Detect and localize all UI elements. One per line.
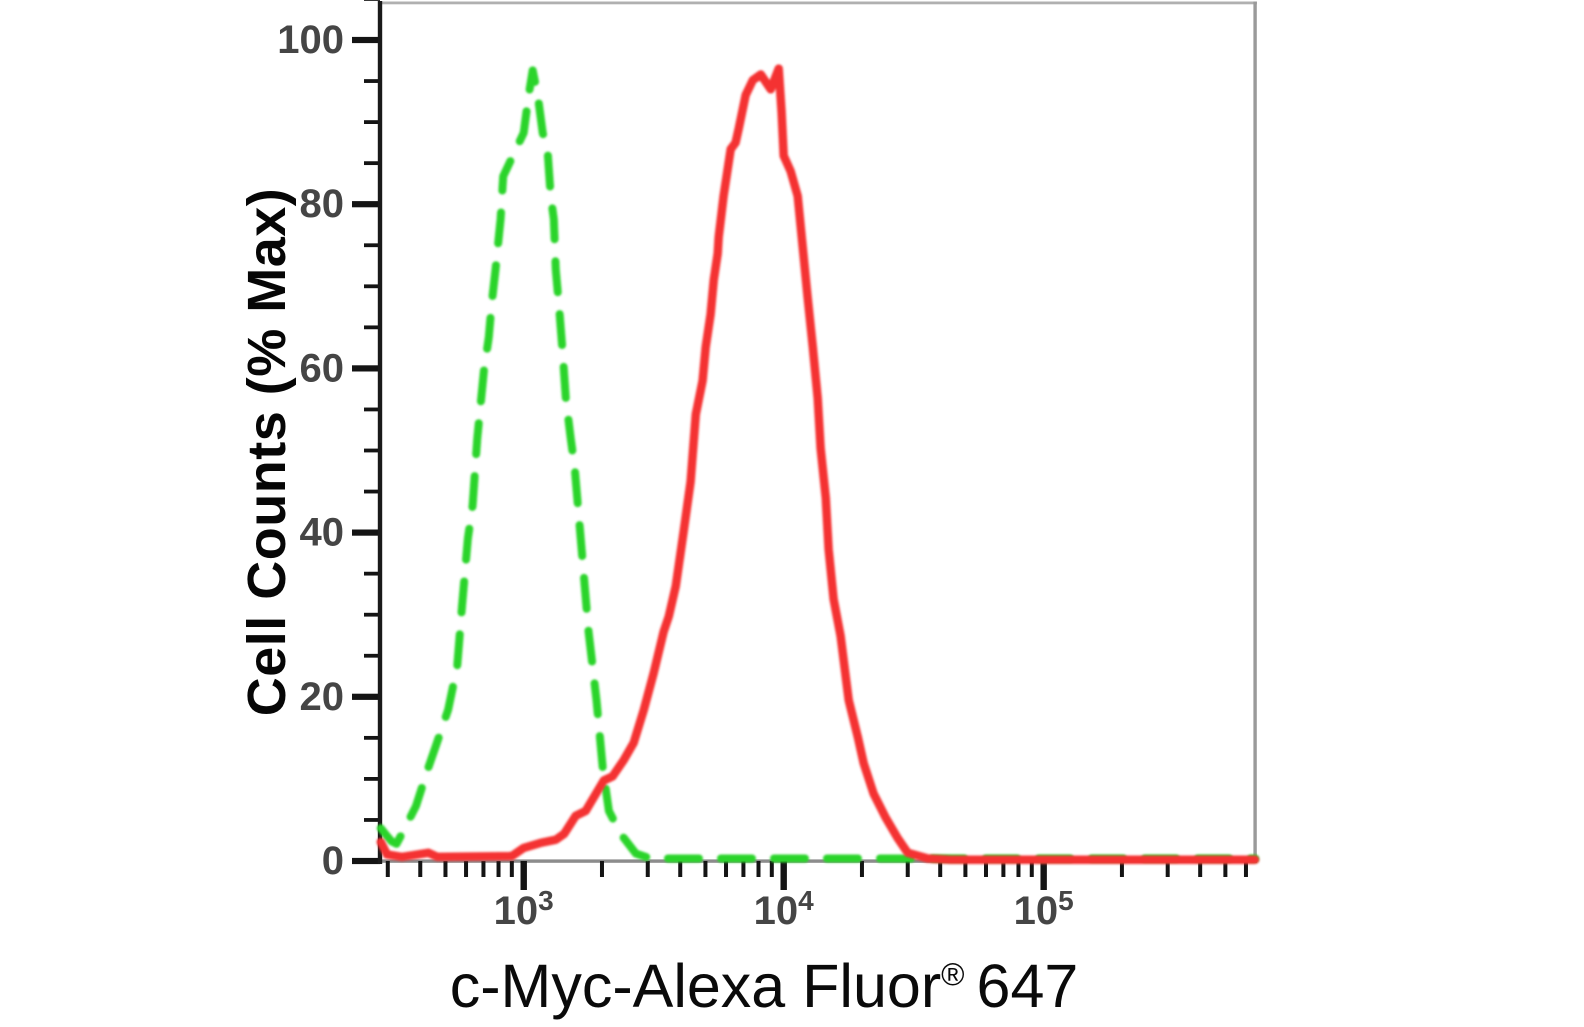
x-minor-tick [769,861,774,877]
y-minor-tick [364,818,380,822]
y-tick-label: 60 [300,346,345,390]
y-minor-tick [364,612,380,617]
green-dashed-curve [376,66,1259,863]
x-minor-tick [496,861,501,877]
x-minor-tick [741,861,746,877]
x-minor-tick [1016,861,1021,877]
x-minor-tick [756,861,761,877]
x-minor-tick [464,861,469,877]
plot-border-right [1253,1,1257,863]
y-minor-tick [364,407,380,412]
registered-trademark-symbol: ® [941,956,965,993]
y-tick-label: 20 [300,675,345,719]
y-tick-label: 0 [322,839,344,883]
x-tick-label: 104 [754,885,815,933]
x-minor-tick [481,861,486,877]
y-minor-tick [364,325,380,330]
x-major-tick [780,861,787,890]
x-minor-tick [678,861,683,877]
x-minor-tick [1119,861,1124,877]
x-minor-tick [1029,861,1034,877]
y-major-tick [352,201,380,208]
x-minor-tick [599,861,604,877]
y-minor-tick [364,161,380,166]
y-minor-tick [364,571,380,576]
y-axis-title: Cell Counts (% Max) [236,188,298,717]
x-axis-title-main: c-Myc-Alexa Fluor [449,952,942,1020]
y-major-tick [352,693,380,700]
x-major-tick [520,861,527,890]
y-minor-tick [364,448,380,453]
y-tick-label: 80 [300,182,345,226]
y-major-tick [352,857,380,865]
y-axis-title-text: Cell Counts (% Max) [237,187,297,717]
x-minor-tick [905,861,910,877]
x-minor-tick [963,861,968,877]
y-minor-tick [364,0,380,1]
x-minor-tick [1198,861,1203,877]
y-minor-tick [364,79,380,83]
x-minor-tick [724,861,729,877]
y-minor-tick [364,735,380,740]
x-axis-title: c-Myc-Alexa Fluor® 647 [450,951,1079,1021]
y-minor-tick [364,777,380,781]
y-tick-label: 40 [300,511,345,555]
plot-border-top [378,1,1257,5]
x-minor-tick [983,861,988,877]
y-major-tick [352,365,380,372]
y-minor-tick [364,653,380,658]
x-tick-label: 105 [1014,885,1074,933]
y-minor-tick [364,243,380,248]
y-minor-tick [364,120,380,124]
y-major-tick [352,529,380,536]
x-minor-tick [859,861,864,877]
x-axis-line [378,859,1257,863]
x-minor-tick [509,861,514,877]
red-solid-curve [376,64,1260,865]
x-major-tick [1040,861,1047,890]
x-minor-tick [443,861,448,877]
x-axis-title-suffix: 647 [976,952,1079,1020]
x-minor-tick [645,861,650,877]
x-tick-label: 103 [494,885,554,933]
x-minor-tick [1001,861,1006,877]
x-minor-tick [1243,861,1248,877]
y-minor-tick [364,489,380,494]
y-minor-tick [364,284,380,289]
x-minor-tick [938,861,943,877]
x-minor-tick [1165,861,1170,877]
y-major-tick [352,36,380,44]
y-axis-line [377,1,383,864]
x-minor-tick [418,861,423,877]
x-minor-tick [1223,861,1228,877]
x-minor-tick [385,861,390,877]
y-tick-label: 100 [277,18,344,62]
x-minor-tick [703,861,708,877]
